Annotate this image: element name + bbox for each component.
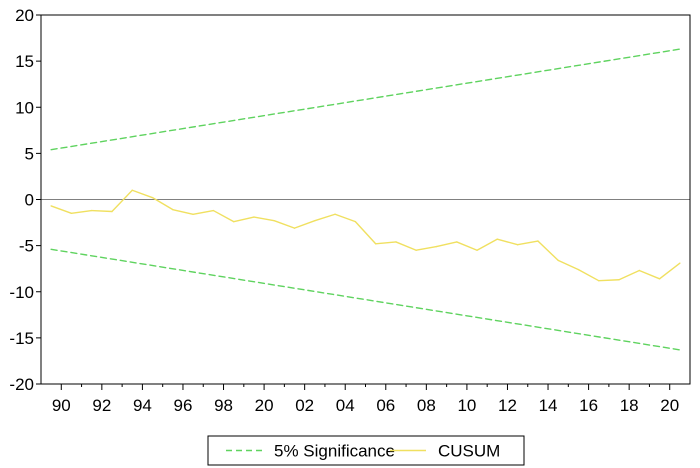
y-tick-label-6: -10 — [9, 283, 34, 302]
x-tick-label-4: 98 — [214, 396, 233, 415]
plot-area — [41, 48, 690, 351]
x-tick-label-1: 92 — [92, 396, 111, 415]
series-2-segment-22 — [496, 238, 519, 246]
legend-label-0: 5% Significance — [274, 442, 395, 461]
series-2-segment-17 — [395, 241, 417, 251]
series-2-segment-6 — [172, 208, 194, 215]
legend: 5% Significance CUSUM — [207, 435, 525, 466]
series-2-segment-20 — [456, 241, 478, 251]
series-2-segment-26 — [577, 268, 600, 282]
series-1-significance-band — [50, 248, 681, 351]
x-tick-label-8: 06 — [376, 396, 395, 415]
series-2-segment-13 — [314, 213, 336, 222]
y-tick-label-7: -15 — [9, 329, 34, 348]
y-tick-label-2: 10 — [15, 98, 34, 117]
series-2-segment-14 — [334, 213, 357, 223]
x-tick-label-11: 12 — [498, 396, 517, 415]
series-2-segment-15 — [354, 220, 377, 245]
series-0-significance-band — [50, 48, 681, 151]
y-tick-label-1: 15 — [15, 52, 34, 71]
series-2-segment-5 — [151, 196, 174, 211]
series-2-segment-29 — [638, 269, 661, 280]
series-2-segment-12 — [293, 220, 316, 229]
series-2-cusum — [50, 189, 681, 282]
series-2-segment-2 — [91, 209, 113, 213]
y-tick-label-0: 20 — [15, 6, 34, 25]
series-2-segment-11 — [273, 220, 296, 229]
series-2-segment-1 — [70, 209, 93, 215]
axes: 20 15 10 5 0 -5 -10 -15 -20 90 92 94 96 98 20 02 04 06 08 1… — [9, 6, 691, 415]
series-2-segment-19 — [435, 241, 458, 248]
series-2-segment-21 — [476, 238, 499, 251]
series-2-segment-4 — [131, 189, 154, 199]
x-tick-label-7: 04 — [336, 396, 355, 415]
x-tick-label-13: 16 — [579, 396, 598, 415]
series-2-segment-0 — [50, 205, 73, 215]
x-tick-label-12: 14 — [539, 396, 558, 415]
series-2-segment-24 — [537, 240, 559, 262]
x-tick-label-15: 20 — [660, 396, 679, 415]
y-tick-label-3: 5 — [25, 144, 34, 163]
series-1-segment-0 — [50, 248, 681, 351]
x-tick-label-2: 94 — [133, 396, 152, 415]
legend-label-1: CUSUM — [438, 442, 500, 461]
x-tick-label-0: 90 — [52, 396, 71, 415]
series-2-segment-8 — [212, 209, 235, 223]
x-tick-label-3: 96 — [174, 396, 193, 415]
series-2-segment-7 — [192, 209, 215, 215]
x-tick-label-9: 08 — [417, 396, 436, 415]
series-2-segment-23 — [516, 240, 539, 246]
series-0-segment-0 — [50, 48, 681, 151]
series-2-segment-9 — [232, 216, 255, 223]
x-tick-label-14: 18 — [620, 396, 639, 415]
x-tick-label-5: 20 — [255, 396, 274, 415]
series-2-segment-25 — [557, 259, 580, 271]
series-2-segment-3 — [111, 189, 133, 213]
series-2-segment-16 — [374, 241, 397, 245]
y-tick-label-8: -20 — [9, 375, 34, 394]
series-2-segment-10 — [253, 216, 275, 222]
x-tick-label-10: 10 — [457, 396, 476, 415]
y-tick-label-5: -5 — [19, 237, 34, 256]
series-2-segment-18 — [415, 245, 438, 251]
series-2-segment-27 — [598, 279, 620, 282]
series-2-segment-28 — [618, 269, 640, 281]
y-tick-label-4: 0 — [25, 191, 34, 210]
x-tick-label-6: 02 — [295, 396, 314, 415]
series-2-segment-30 — [658, 262, 681, 280]
